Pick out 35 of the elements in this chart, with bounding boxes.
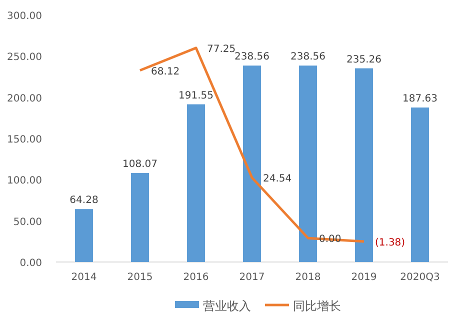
data-label: 238.56	[234, 52, 270, 63]
data-label: 187.63	[402, 94, 438, 105]
data-label: 24.54	[263, 174, 292, 185]
bar	[75, 209, 93, 262]
x-tick-label: 2015	[127, 272, 153, 283]
y-tick-label: 100.00	[7, 176, 42, 187]
legend-label: 营业收入	[203, 299, 251, 313]
y-tick-label: 0.00	[20, 258, 42, 269]
data-label: 77.25	[207, 44, 236, 55]
bar	[187, 104, 205, 262]
y-tick-label: 50.00	[13, 216, 42, 228]
data-label: 235.26	[346, 54, 382, 66]
data-label: 68.12	[151, 66, 180, 78]
y-tick-label: 300.00	[7, 11, 42, 22]
x-tick-label: 2018	[295, 272, 321, 283]
bar	[411, 108, 429, 262]
x-tick-label: 2016	[183, 272, 209, 283]
bar	[243, 66, 261, 262]
data-label: 0.00	[319, 234, 342, 246]
data-label: (1.38)	[375, 237, 406, 248]
data-label: 191.55	[178, 90, 214, 102]
bar	[299, 66, 317, 262]
bar	[131, 173, 149, 262]
x-tick-label: 2020Q3	[400, 272, 440, 283]
x-tick-label: 2019	[351, 272, 377, 283]
data-label: 108.07	[122, 159, 158, 170]
x-tick-label: 2014	[71, 272, 97, 283]
legend-label: 同比增长	[293, 299, 341, 313]
bar	[355, 68, 373, 262]
data-label: 64.28	[70, 195, 98, 206]
y-tick-label: 250.00	[7, 52, 42, 64]
y-tick-label: 200.00	[7, 93, 42, 104]
data-label: 238.56	[290, 52, 326, 63]
y-tick-label: 150.00	[7, 134, 42, 146]
x-tick-label: 2017	[239, 272, 265, 283]
